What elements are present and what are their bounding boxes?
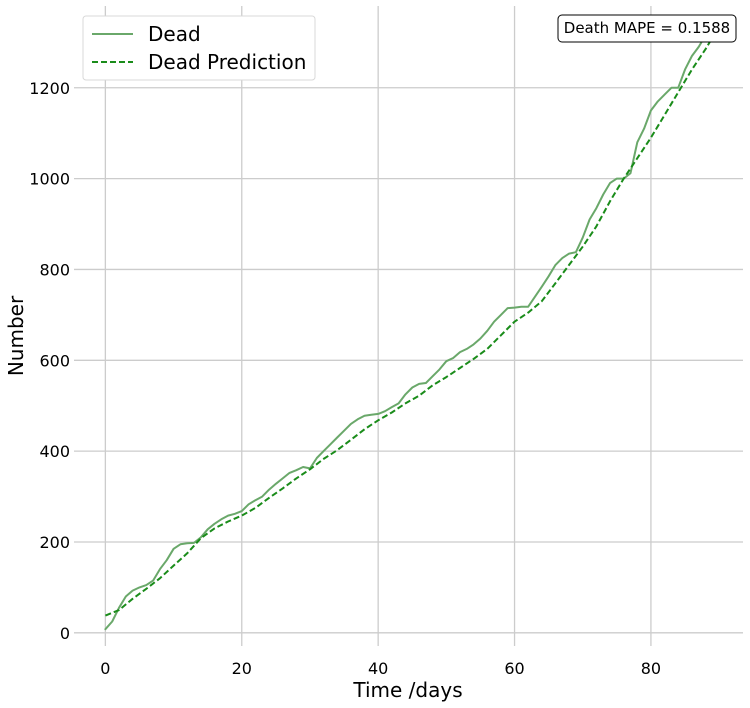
legend-label-dead: Dead: [148, 22, 201, 46]
x-tick-label: 0: [100, 659, 110, 678]
series-line-dead: [104, 23, 714, 631]
y-tick-label: 600: [39, 351, 70, 370]
y-tick-label: 1200: [29, 79, 70, 98]
x-tick-label: 20: [232, 659, 252, 678]
legend-label-dead-prediction: Dead Prediction: [148, 50, 306, 74]
annotation-frame: [557, 14, 737, 43]
y-tick-label: 800: [39, 260, 70, 279]
series-lines: [104, 23, 714, 631]
legend-box: [82, 15, 316, 81]
annotation-box: Death MAPE = 0.1588: [557, 14, 737, 43]
y-tick-label: 400: [39, 442, 70, 461]
y-tick-label: 0: [60, 624, 70, 643]
x-tick-label: 60: [504, 659, 524, 678]
legend: Dead Dead Prediction: [82, 15, 316, 81]
y-tick-label: 1000: [29, 170, 70, 189]
series-line-dead-prediction: [105, 37, 714, 617]
x-tick-label: 40: [368, 659, 388, 678]
x-axis-label: Time /days: [352, 678, 462, 702]
y-axis-label: Number: [4, 295, 28, 376]
annotation-text: Death MAPE = 0.1588: [564, 19, 730, 37]
y-tick-label: 200: [39, 533, 70, 552]
x-tick-label: 80: [641, 659, 661, 678]
grid-lines: [74, 6, 743, 646]
